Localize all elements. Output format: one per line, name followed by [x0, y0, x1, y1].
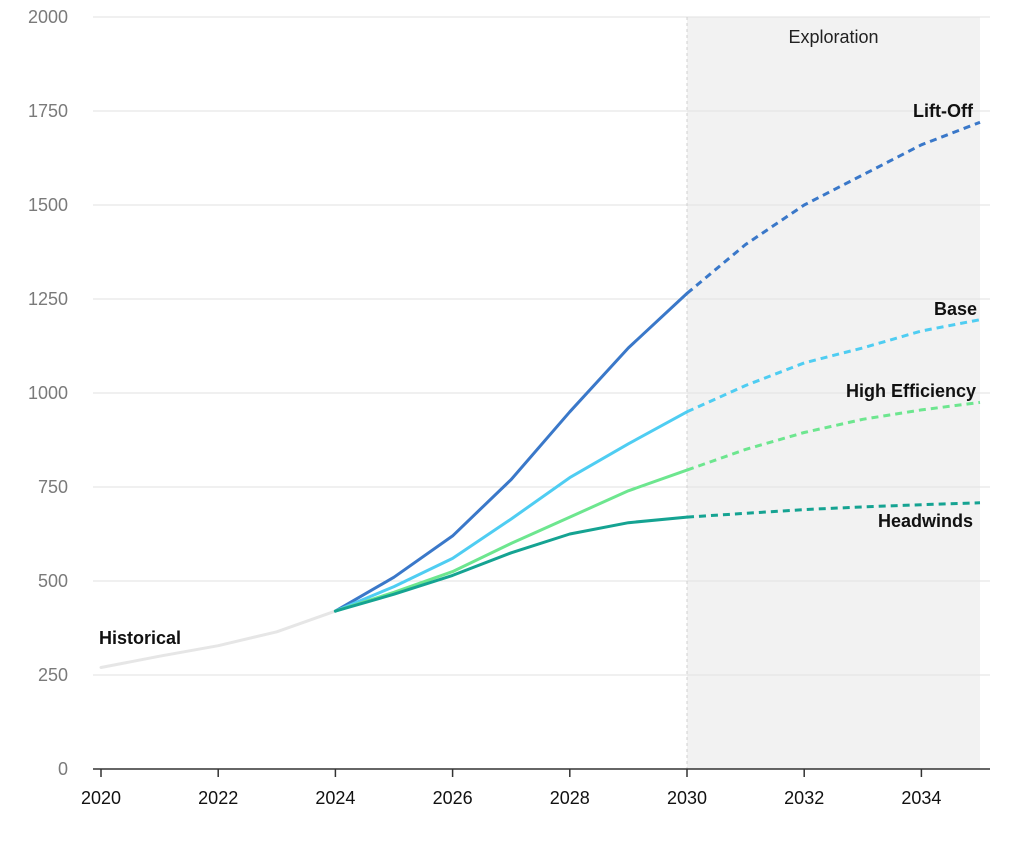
gridlines: [93, 16, 990, 676]
series-line-high-efficiency: [333, 468, 689, 613]
x-tick-label: 2022: [198, 788, 238, 808]
x-tick-label: 2020: [81, 788, 121, 808]
x-tick-label: 2034: [901, 788, 941, 808]
series-line-base: [333, 410, 689, 613]
series-line-historical: [99, 609, 337, 669]
series-line-headwinds-projection: [686, 501, 981, 519]
series-lines: [99, 120, 981, 669]
y-tick-label: 500: [38, 571, 68, 591]
x-tick-label: 2024: [315, 788, 355, 808]
y-tick-label: 1500: [28, 195, 68, 215]
y-tick-label: 750: [38, 477, 68, 497]
series-label-base: Base: [934, 299, 977, 319]
y-tick-label: 1750: [28, 101, 68, 121]
y-tick-label: 2000: [28, 7, 68, 27]
series-label-high-efficiency: High Efficiency: [846, 381, 976, 401]
series-line-lift-off-projection: [686, 120, 981, 295]
y-tick-label: 1000: [28, 383, 68, 403]
series-line-lift-off: [333, 291, 689, 613]
y-tick-label: 250: [38, 665, 68, 685]
x-tick-label: 2028: [550, 788, 590, 808]
x-tick-label: 2030: [667, 788, 707, 808]
y-tick-label: 1250: [28, 289, 68, 309]
x-tick-label: 2026: [433, 788, 473, 808]
series-label-historical: Historical: [99, 628, 181, 648]
series-label-headwinds: Headwinds: [878, 511, 973, 531]
series-line-base-projection: [686, 318, 981, 414]
y-tick-label: 0: [58, 759, 68, 779]
x-tick-label: 2032: [784, 788, 824, 808]
series-label-lift-off: Lift-Off: [913, 101, 974, 121]
exploration-label: Exploration: [788, 27, 878, 47]
series-line-headwinds: [333, 515, 689, 613]
x-axis-ticks: 2020 2022 2024 2026 2028 2030 2032 2034: [81, 769, 941, 808]
y-axis-ticks: 0 250 500 750 1000 1250 1500 1750 2000: [28, 7, 68, 779]
series-line-high-efficiency-projection: [686, 400, 981, 472]
